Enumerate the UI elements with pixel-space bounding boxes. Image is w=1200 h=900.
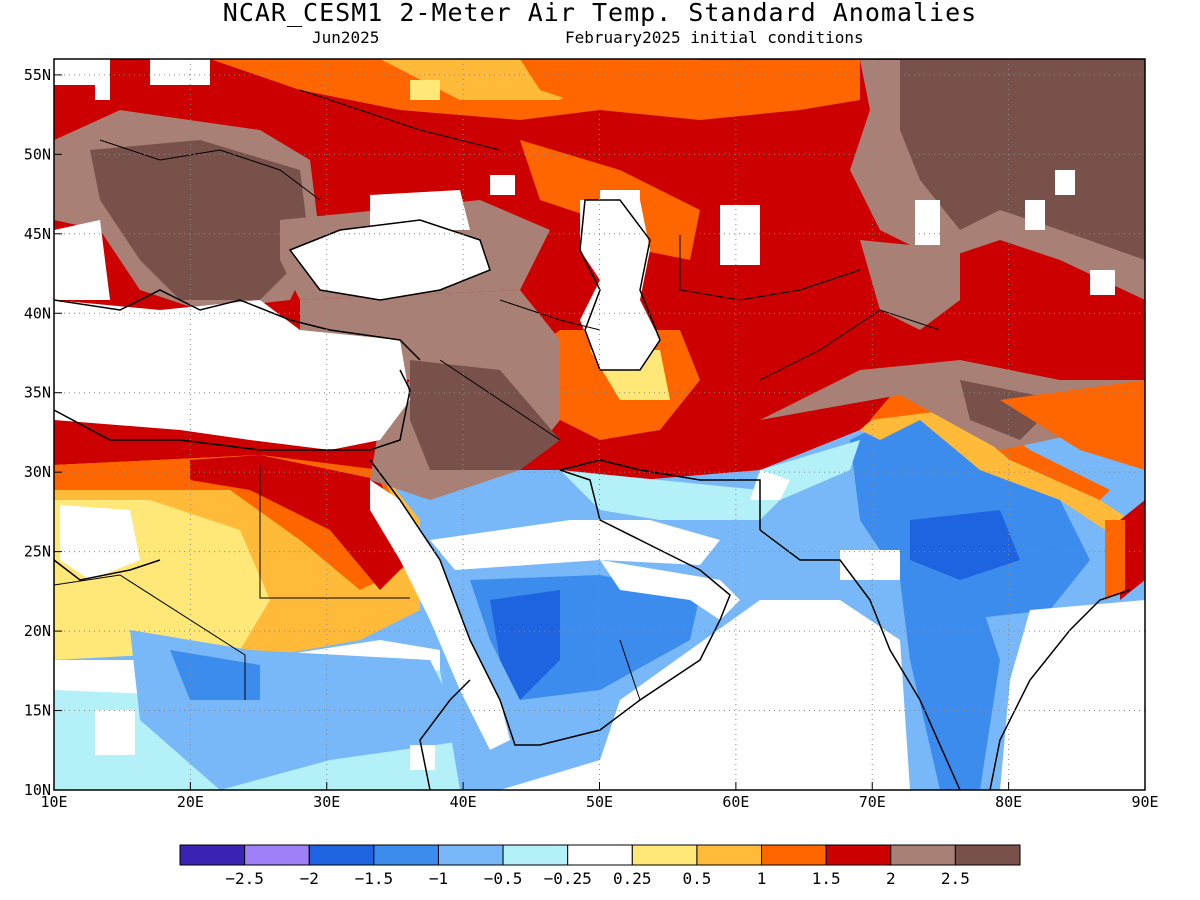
colorbar-swatch xyxy=(437,844,504,866)
colorbar-label: −0.25 xyxy=(544,869,592,888)
colorbar-swatch xyxy=(696,844,763,866)
colorbar-label: −2 xyxy=(300,869,319,888)
lon-tick-label: 40E xyxy=(450,793,477,811)
colorbar-label: 2.5 xyxy=(941,869,970,888)
colorbar-label: −2.5 xyxy=(225,869,264,888)
colorbar-swatch xyxy=(244,844,310,866)
colorbar-label: −1 xyxy=(429,869,448,888)
colorbar-swatch xyxy=(308,844,375,866)
colorbar-swatch xyxy=(954,844,1021,866)
lon-tick-label: 10E xyxy=(40,793,67,811)
lat-tick-label: 25N xyxy=(24,543,51,561)
colorbar-swatch xyxy=(890,844,956,866)
coastlines xyxy=(54,199,1131,790)
colorbar-swatch xyxy=(631,844,698,866)
lat-tick-label: 15N xyxy=(24,702,51,720)
colorbar-label: 1 xyxy=(757,869,767,888)
map-field xyxy=(54,59,1145,790)
lon-tick-label: 30E xyxy=(313,793,340,811)
colorbar: −2.5 −2 −1.5 −1 −0.5 −0.25 0.25 0.5 1 1.5 2 2.5 xyxy=(179,844,1021,888)
map-title: NCAR_CESM1 2-Meter Air Temp. Standard An… xyxy=(222,0,978,27)
colorbar-swatch xyxy=(179,844,246,866)
lon-tick-label: 70E xyxy=(859,793,886,811)
gridlines xyxy=(54,59,1145,790)
lon-tick-label: 20E xyxy=(177,793,204,811)
colorbar-swatch xyxy=(502,844,569,866)
longitude-axis: 10E 20E 30E 40E 50E 60E 70E 80E 90E xyxy=(40,782,1159,811)
lon-tick-label: 80E xyxy=(995,793,1022,811)
colorbar-label: 2 xyxy=(886,869,896,888)
initial-conditions-label: February2025 initial conditions xyxy=(565,28,864,47)
lat-tick-label: 50N xyxy=(24,145,51,163)
colorbar-label: −0.5 xyxy=(484,869,523,888)
latitude-axis: 10N 15N 20N 25N 30N 35N 40N 45N 50N 55N xyxy=(24,66,62,799)
country-borders xyxy=(54,89,941,701)
lat-tick-label: 20N xyxy=(24,622,51,640)
colorbar-swatch xyxy=(373,844,439,866)
colorbar-swatch xyxy=(567,844,633,866)
lon-tick-label: 60E xyxy=(722,793,749,811)
colorbar-label: 1.5 xyxy=(812,869,841,888)
colorbar-label: −1.5 xyxy=(355,869,394,888)
lat-tick-label: 55N xyxy=(24,66,51,84)
lon-tick-label: 50E xyxy=(586,793,613,811)
lat-tick-label: 30N xyxy=(24,463,51,481)
colorbar-label: 0.5 xyxy=(682,869,711,888)
colorbar-swatch xyxy=(825,844,892,866)
lat-tick-label: 45N xyxy=(24,225,51,243)
lat-tick-label: 40N xyxy=(24,304,51,322)
lat-tick-label: 10N xyxy=(24,781,51,799)
valid-month-label: Jun2025 xyxy=(312,28,380,47)
colorbar-label: 0.25 xyxy=(613,869,652,888)
lon-tick-label: 90E xyxy=(1131,793,1158,811)
colorbar-swatch xyxy=(761,844,827,866)
lat-tick-label: 35N xyxy=(24,384,51,402)
